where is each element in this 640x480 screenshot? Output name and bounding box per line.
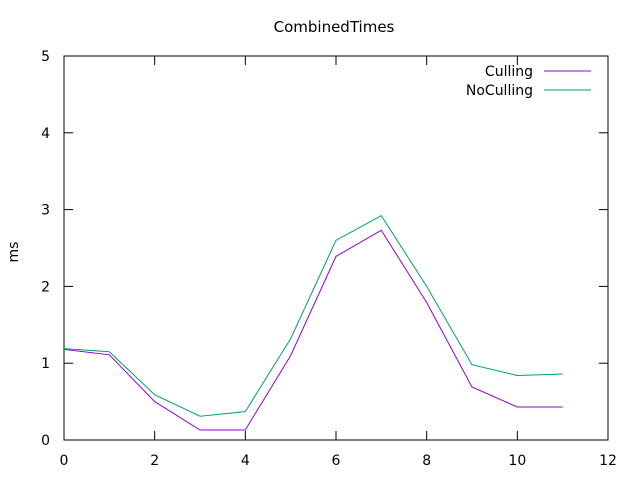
y-tick-label: 4 xyxy=(41,126,50,142)
y-tick-label: 3 xyxy=(41,203,50,219)
legend-label: NoCulling xyxy=(466,83,533,99)
chart-title: CombinedTimes xyxy=(274,18,395,36)
x-tick-label: 12 xyxy=(599,453,617,469)
x-tick-label: 2 xyxy=(150,453,159,469)
x-tick-label: 6 xyxy=(332,453,341,469)
x-tick-label: 4 xyxy=(241,453,250,469)
series-line-noculling xyxy=(63,215,563,417)
legend: Culling NoCulling xyxy=(466,64,591,99)
x-tick-label: 0 xyxy=(60,453,69,469)
y-tick-label: 5 xyxy=(41,49,50,65)
series-lines xyxy=(63,215,563,431)
legend-label: Culling xyxy=(485,64,533,80)
y-tick-label: 1 xyxy=(41,356,50,372)
y-tick-label: 0 xyxy=(41,433,50,449)
series-line-culling xyxy=(63,229,563,431)
x-tick-label: 8 xyxy=(422,453,431,469)
x-tick-label: 10 xyxy=(508,453,526,469)
plot-area-border xyxy=(63,55,609,441)
y-axis-label: ms xyxy=(6,242,22,263)
y-tick-label: 2 xyxy=(41,279,50,295)
